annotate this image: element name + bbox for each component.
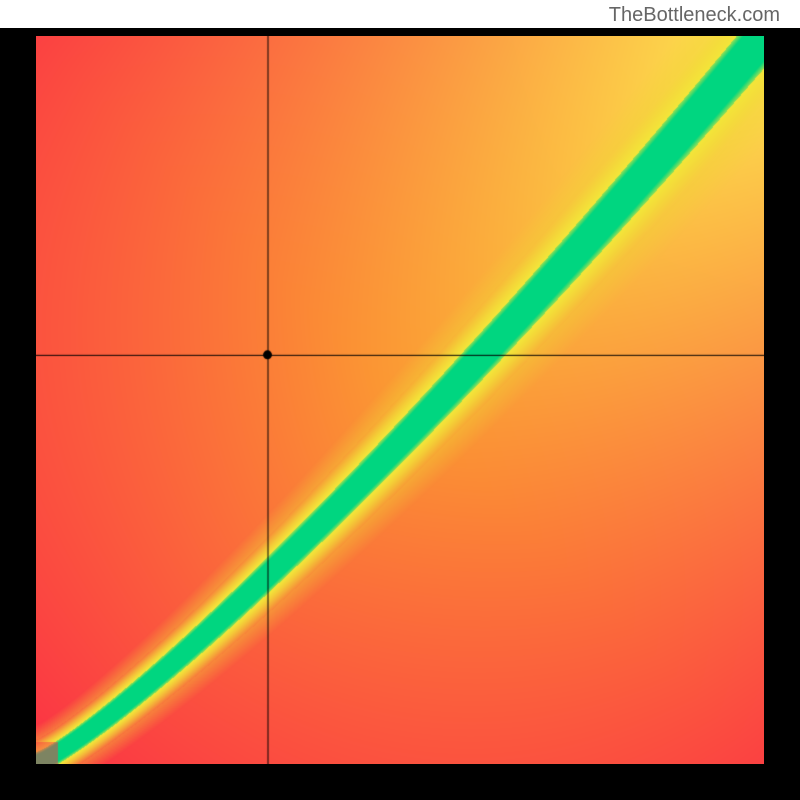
chart-container: TheBottleneck.com: [0, 0, 800, 800]
crosshair-overlay: [36, 36, 764, 764]
watermark-text: TheBottleneck.com: [609, 4, 780, 27]
